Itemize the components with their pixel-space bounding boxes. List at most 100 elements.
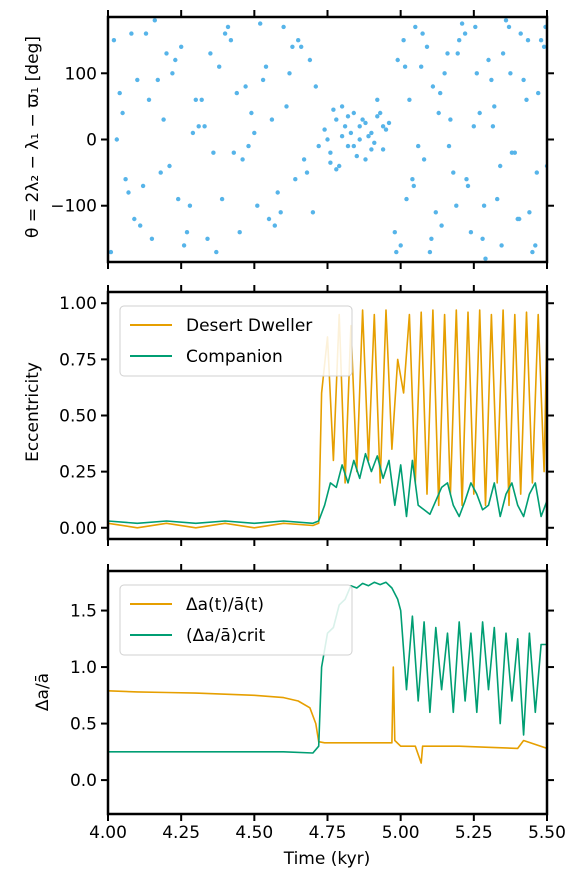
data-point: [407, 97, 412, 103]
data-point: [287, 71, 292, 76]
x-tick-label: 4.25: [162, 823, 200, 843]
data-point: [489, 77, 494, 83]
x-tick-label: 4.00: [89, 823, 127, 843]
data-point: [269, 117, 275, 122]
data-point: [486, 57, 491, 63]
data-point: [375, 97, 380, 103]
data-point: [421, 157, 427, 162]
data-point: [179, 44, 184, 49]
data-point: [135, 77, 140, 83]
y-tick-label: 1.0: [70, 658, 97, 678]
data-point: [339, 134, 345, 139]
data-point: [495, 196, 500, 202]
data-point: [506, 24, 512, 30]
x-tick-label: 5.25: [455, 823, 493, 843]
data-point: [404, 196, 409, 202]
data-point: [378, 110, 383, 116]
data-point: [129, 31, 134, 36]
data-point: [521, 77, 526, 83]
data-point: [380, 147, 386, 152]
delta-a-plot-area: 0.0 0.5 1.0 1.5 4.00 4.25 4.50 4.75 5.00 5.25 5.50…: [70, 564, 566, 843]
data-point: [158, 170, 163, 175]
y-tick-label: 0.75: [59, 350, 97, 370]
data-point: [208, 51, 213, 56]
data-point: [266, 216, 272, 222]
data-point: [263, 64, 269, 69]
data-point: [394, 249, 399, 255]
y-tick-label: 0: [86, 131, 97, 151]
legend: Δa(t)/ā(t) (Δa/ā)crit: [119, 584, 353, 656]
eccentricity-plot-area: 0.00 0.25 0.50 0.75 1.00 Desert Dweller Compan…: [59, 285, 554, 546]
data-point: [304, 170, 310, 175]
data-point: [477, 110, 482, 116]
data-point: [222, 31, 228, 36]
data-point: [402, 64, 408, 69]
data-point: [395, 57, 400, 63]
data-point: [533, 243, 538, 248]
data-point: [176, 196, 181, 202]
data-point: [123, 177, 128, 182]
delta-a-ylabel: Δa/ā: [33, 673, 53, 711]
data-point: [138, 223, 143, 228]
data-point: [465, 183, 471, 189]
data-point: [126, 190, 131, 195]
data-point: [214, 249, 219, 255]
data-point: [199, 97, 204, 103]
data-point: [272, 223, 277, 228]
data-point: [114, 137, 120, 142]
data-point: [457, 38, 462, 43]
y-tick-label: 0.25: [59, 463, 97, 483]
data-point: [360, 117, 365, 122]
data-point: [369, 147, 374, 152]
data-point: [120, 110, 125, 116]
y-tick-label: −100: [50, 197, 97, 217]
y-tick-label: 0.50: [59, 407, 97, 427]
data-point: [398, 243, 403, 248]
data-point: [249, 110, 254, 116]
data-point: [500, 51, 506, 56]
data-point: [161, 117, 166, 122]
data-point: [454, 203, 459, 208]
x-tick-label: 5.00: [382, 823, 420, 843]
series-line-0: [108, 309, 547, 529]
series-line-1: [108, 452, 547, 525]
data-point: [170, 71, 175, 76]
data-point: [348, 130, 354, 136]
x-tick-label: 4.50: [235, 823, 273, 843]
data-point: [429, 236, 434, 241]
data-point: [228, 38, 234, 43]
data-point: [471, 124, 476, 129]
y-tick-label: 1.5: [70, 602, 97, 622]
data-point: [451, 170, 456, 175]
data-point: [354, 153, 359, 159]
data-point: [211, 150, 216, 155]
data-point: [366, 134, 371, 139]
data-point: [524, 97, 529, 103]
data-point: [313, 84, 318, 89]
legend: Desert Dweller Companion: [119, 305, 353, 377]
data-point: [322, 127, 327, 132]
data-point: [383, 127, 389, 132]
data-point: [331, 107, 336, 112]
data-point: [260, 77, 266, 83]
data-point: [217, 64, 222, 69]
legend-box: [119, 305, 353, 377]
data-point: [328, 150, 333, 155]
data-point: [143, 31, 149, 36]
data-point: [468, 230, 474, 235]
data-point: [446, 143, 452, 149]
data-point: [345, 114, 351, 119]
data-point: [334, 167, 339, 172]
data-point: [380, 124, 386, 129]
data-point: [420, 31, 425, 36]
data-point: [363, 157, 368, 162]
data-point: [351, 110, 356, 116]
data-point: [530, 249, 535, 255]
data-point: [442, 71, 447, 76]
data-point: [480, 236, 485, 241]
data-point: [411, 183, 416, 189]
data-point: [445, 51, 450, 56]
y-tick-label: 100: [65, 64, 97, 84]
data-point: [345, 143, 351, 149]
